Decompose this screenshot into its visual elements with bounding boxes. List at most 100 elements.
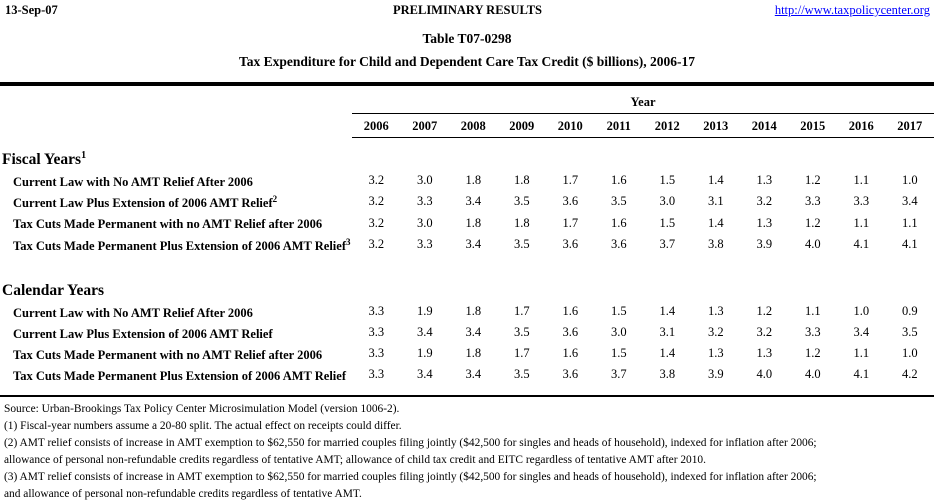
value-cell: 4.1 — [886, 234, 934, 255]
value-cell: 3.0 — [401, 212, 450, 233]
footnotes-block: Source: Urban-Brookings Tax Policy Cente… — [0, 397, 934, 503]
source-line: Source: Urban-Brookings Tax Policy Cente… — [4, 401, 934, 418]
value-cell: 1.4 — [692, 212, 741, 233]
table-row: Tax Cuts Made Permanent Plus Extension o… — [0, 364, 934, 385]
value-cell: 1.1 — [837, 170, 886, 191]
value-cell: 1.3 — [740, 212, 789, 233]
footnote-line: allowance of personal non-refundable cre… — [4, 452, 934, 469]
value-cell: 1.0 — [886, 170, 934, 191]
value-cell: 3.6 — [546, 234, 595, 255]
value-cell: 1.2 — [789, 343, 838, 364]
year-column-header: 2011 — [595, 114, 644, 138]
value-cell: 1.6 — [546, 301, 595, 322]
table-row: Tax Cuts Made Permanent with no AMT Reli… — [0, 212, 934, 233]
value-cell: 1.2 — [789, 212, 838, 233]
value-cell: 3.4 — [449, 364, 498, 385]
section-heading-superscript: 1 — [81, 150, 86, 161]
year-column-header: 2017 — [886, 114, 934, 138]
value-cell: 1.2 — [740, 301, 789, 322]
row-label-text: Tax Cuts Made Permanent Plus Extension o… — [13, 370, 346, 384]
value-cell: 3.1 — [643, 322, 692, 343]
year-column-header: 2012 — [643, 114, 692, 138]
value-cell: 3.2 — [740, 191, 789, 212]
value-cell: 1.8 — [449, 170, 498, 191]
year-column-header: 2013 — [692, 114, 741, 138]
empty-corner-cell — [0, 114, 352, 138]
row-label-text: Tax Cuts Made Permanent with no AMT Reli… — [13, 218, 322, 232]
section-heading-label: Calendar Years — [2, 282, 104, 299]
value-cell: 3.3 — [352, 364, 401, 385]
value-cell: 3.6 — [595, 234, 644, 255]
value-cell: 4.0 — [789, 234, 838, 255]
value-cell: 0.9 — [886, 301, 934, 322]
value-cell: 1.4 — [692, 170, 741, 191]
year-column-header: 2006 — [352, 114, 401, 138]
value-cell: 4.1 — [837, 234, 886, 255]
value-cell: 3.9 — [740, 234, 789, 255]
section-heading-label: Fiscal Years — [2, 151, 81, 168]
value-cell: 3.9 — [692, 364, 741, 385]
value-cell: 3.6 — [546, 322, 595, 343]
date-label: 13-Sep-07 — [5, 3, 236, 18]
value-cell: 3.0 — [643, 191, 692, 212]
value-cell: 3.4 — [886, 191, 934, 212]
value-cell: 1.7 — [498, 343, 547, 364]
value-cell: 3.2 — [692, 322, 741, 343]
year-column-header: 2010 — [546, 114, 595, 138]
value-cell: 1.0 — [886, 343, 934, 364]
value-cell: 3.3 — [401, 191, 450, 212]
value-cell: 3.6 — [546, 191, 595, 212]
value-cell: 3.4 — [449, 191, 498, 212]
value-cell: 3.4 — [401, 322, 450, 343]
year-column-header: 2014 — [740, 114, 789, 138]
footnote-line: (1) Fiscal-year numbers assume a 20-80 s… — [4, 418, 934, 435]
value-cell: 3.2 — [352, 191, 401, 212]
value-cell: 3.2 — [352, 234, 401, 255]
row-label-text: Current Law Plus Extension of 2006 AMT R… — [13, 196, 273, 210]
value-cell: 1.9 — [401, 343, 450, 364]
value-cell: 1.0 — [837, 301, 886, 322]
value-cell: 1.1 — [886, 212, 934, 233]
value-cell: 1.4 — [643, 301, 692, 322]
value-cell: 3.8 — [692, 234, 741, 255]
value-cell: 1.1 — [837, 212, 886, 233]
value-cell: 3.6 — [546, 364, 595, 385]
section-heading-row: Fiscal Years1 — [0, 138, 934, 171]
value-cell: 1.8 — [449, 212, 498, 233]
value-cell: 3.3 — [352, 301, 401, 322]
row-label-text: Current Law with No AMT Relief After 200… — [13, 175, 253, 189]
value-cell: 1.5 — [595, 343, 644, 364]
value-cell: 3.7 — [595, 364, 644, 385]
preliminary-results-label: PRELIMINARY RESULTS — [236, 3, 699, 18]
value-cell: 1.5 — [595, 301, 644, 322]
value-cell: 3.5 — [498, 322, 547, 343]
row-label-text: Current Law with No AMT Relief After 200… — [13, 306, 253, 320]
value-cell: 3.2 — [352, 170, 401, 191]
year-group-header: Year — [352, 94, 934, 114]
taxpolicycenter-link[interactable]: http://www.taxpolicycenter.org — [775, 3, 930, 17]
section-spacer — [0, 255, 934, 269]
value-cell: 4.0 — [740, 364, 789, 385]
section-heading-row: Calendar Years — [0, 269, 934, 301]
value-cell: 4.0 — [789, 364, 838, 385]
value-cell: 1.1 — [789, 301, 838, 322]
value-cell: 3.0 — [595, 322, 644, 343]
value-cell: 1.5 — [643, 170, 692, 191]
value-cell: 1.7 — [546, 212, 595, 233]
value-cell: 1.8 — [449, 301, 498, 322]
value-cell: 3.4 — [837, 322, 886, 343]
table-row: Tax Cuts Made Permanent Plus Extension o… — [0, 234, 934, 255]
top-double-rule — [0, 82, 934, 86]
value-cell: 3.7 — [643, 234, 692, 255]
footnote-line: and allowance of personal non-refundable… — [4, 486, 934, 503]
year-column-header: 2015 — [789, 114, 838, 138]
table-subtitle: Tax Expenditure for Child and Dependent … — [0, 54, 934, 70]
value-cell: 3.3 — [789, 191, 838, 212]
value-cell: 3.5 — [886, 322, 934, 343]
value-cell: 1.9 — [401, 301, 450, 322]
table-row: Current Law with No AMT Relief After 200… — [0, 301, 934, 322]
value-cell: 3.8 — [643, 364, 692, 385]
footnote-line: (2) AMT relief consists of increase in A… — [4, 435, 934, 452]
value-cell: 3.4 — [449, 234, 498, 255]
